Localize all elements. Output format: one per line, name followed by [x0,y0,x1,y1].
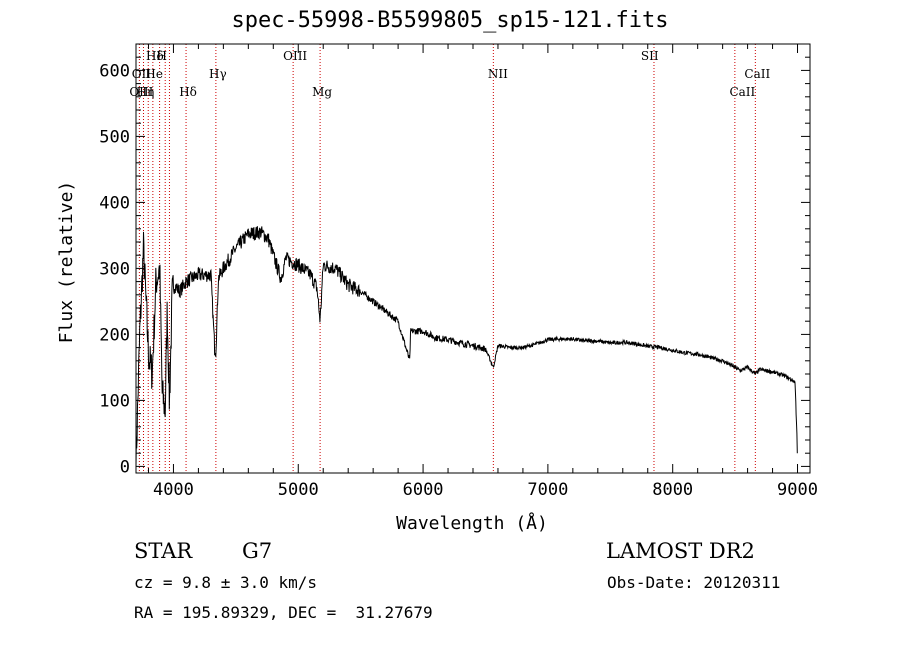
survey-name: LAMOST DR2 [606,539,755,563]
redshift-text: cz = 9.8 ± 3.0 km/s [134,573,318,592]
y-tick-label: 300 [99,259,130,279]
obs-date-text: Obs-Date: 20120311 [607,573,781,592]
line-annotation: SII [641,49,659,63]
object-type: STAR [134,539,193,563]
line-annotation: Hη [137,85,155,99]
line-annotation: CaII [744,67,770,81]
line-annotation: Hδ [146,49,164,63]
x-tick-label: 5000 [278,480,319,500]
y-tick-label: 600 [99,61,130,81]
line-annotation: H [156,49,166,63]
y-tick-label: 100 [99,391,130,411]
x-tick-label: 9000 [777,480,818,500]
line-annotation: CaII [729,85,755,99]
line-annotation: OIII [129,85,153,99]
line-annotation: NII [488,67,508,81]
coordinates-text: RA = 195.89329, DEC = 31.27679 [134,603,433,622]
y-tick-label: 500 [99,127,130,147]
line-annotation: Hγ [209,67,227,81]
y-tick-label: 0 [120,457,130,477]
spectrum-line [135,226,798,467]
line-annotation: Mg [312,85,332,99]
line-annotation: OII [132,67,152,81]
y-tick-label: 200 [99,325,130,345]
line-annotation: OIII [283,49,307,63]
x-axis-label: Wavelength (Å) [396,512,548,534]
axes-layer: 4000 5000 6000 7000 8000 9000 0 100 200 300 400 500… [99,44,818,500]
chart-title: spec-55998-B5599805_sp15-121.fits [231,8,669,33]
x-tick-label: 8000 [652,480,693,500]
line-annotation: Hδ [179,85,197,99]
y-tick-label: 400 [99,193,130,213]
object-subclass: G7 [242,539,273,563]
emission-marker-layer [138,44,756,473]
x-tick-label: 7000 [527,480,568,500]
line-annotation: He [145,67,163,81]
x-tick-label: 4000 [153,480,194,500]
plot-frame [135,43,811,474]
x-tick-label: 6000 [403,480,444,500]
y-axis-label: Flux (relative) [56,181,77,344]
